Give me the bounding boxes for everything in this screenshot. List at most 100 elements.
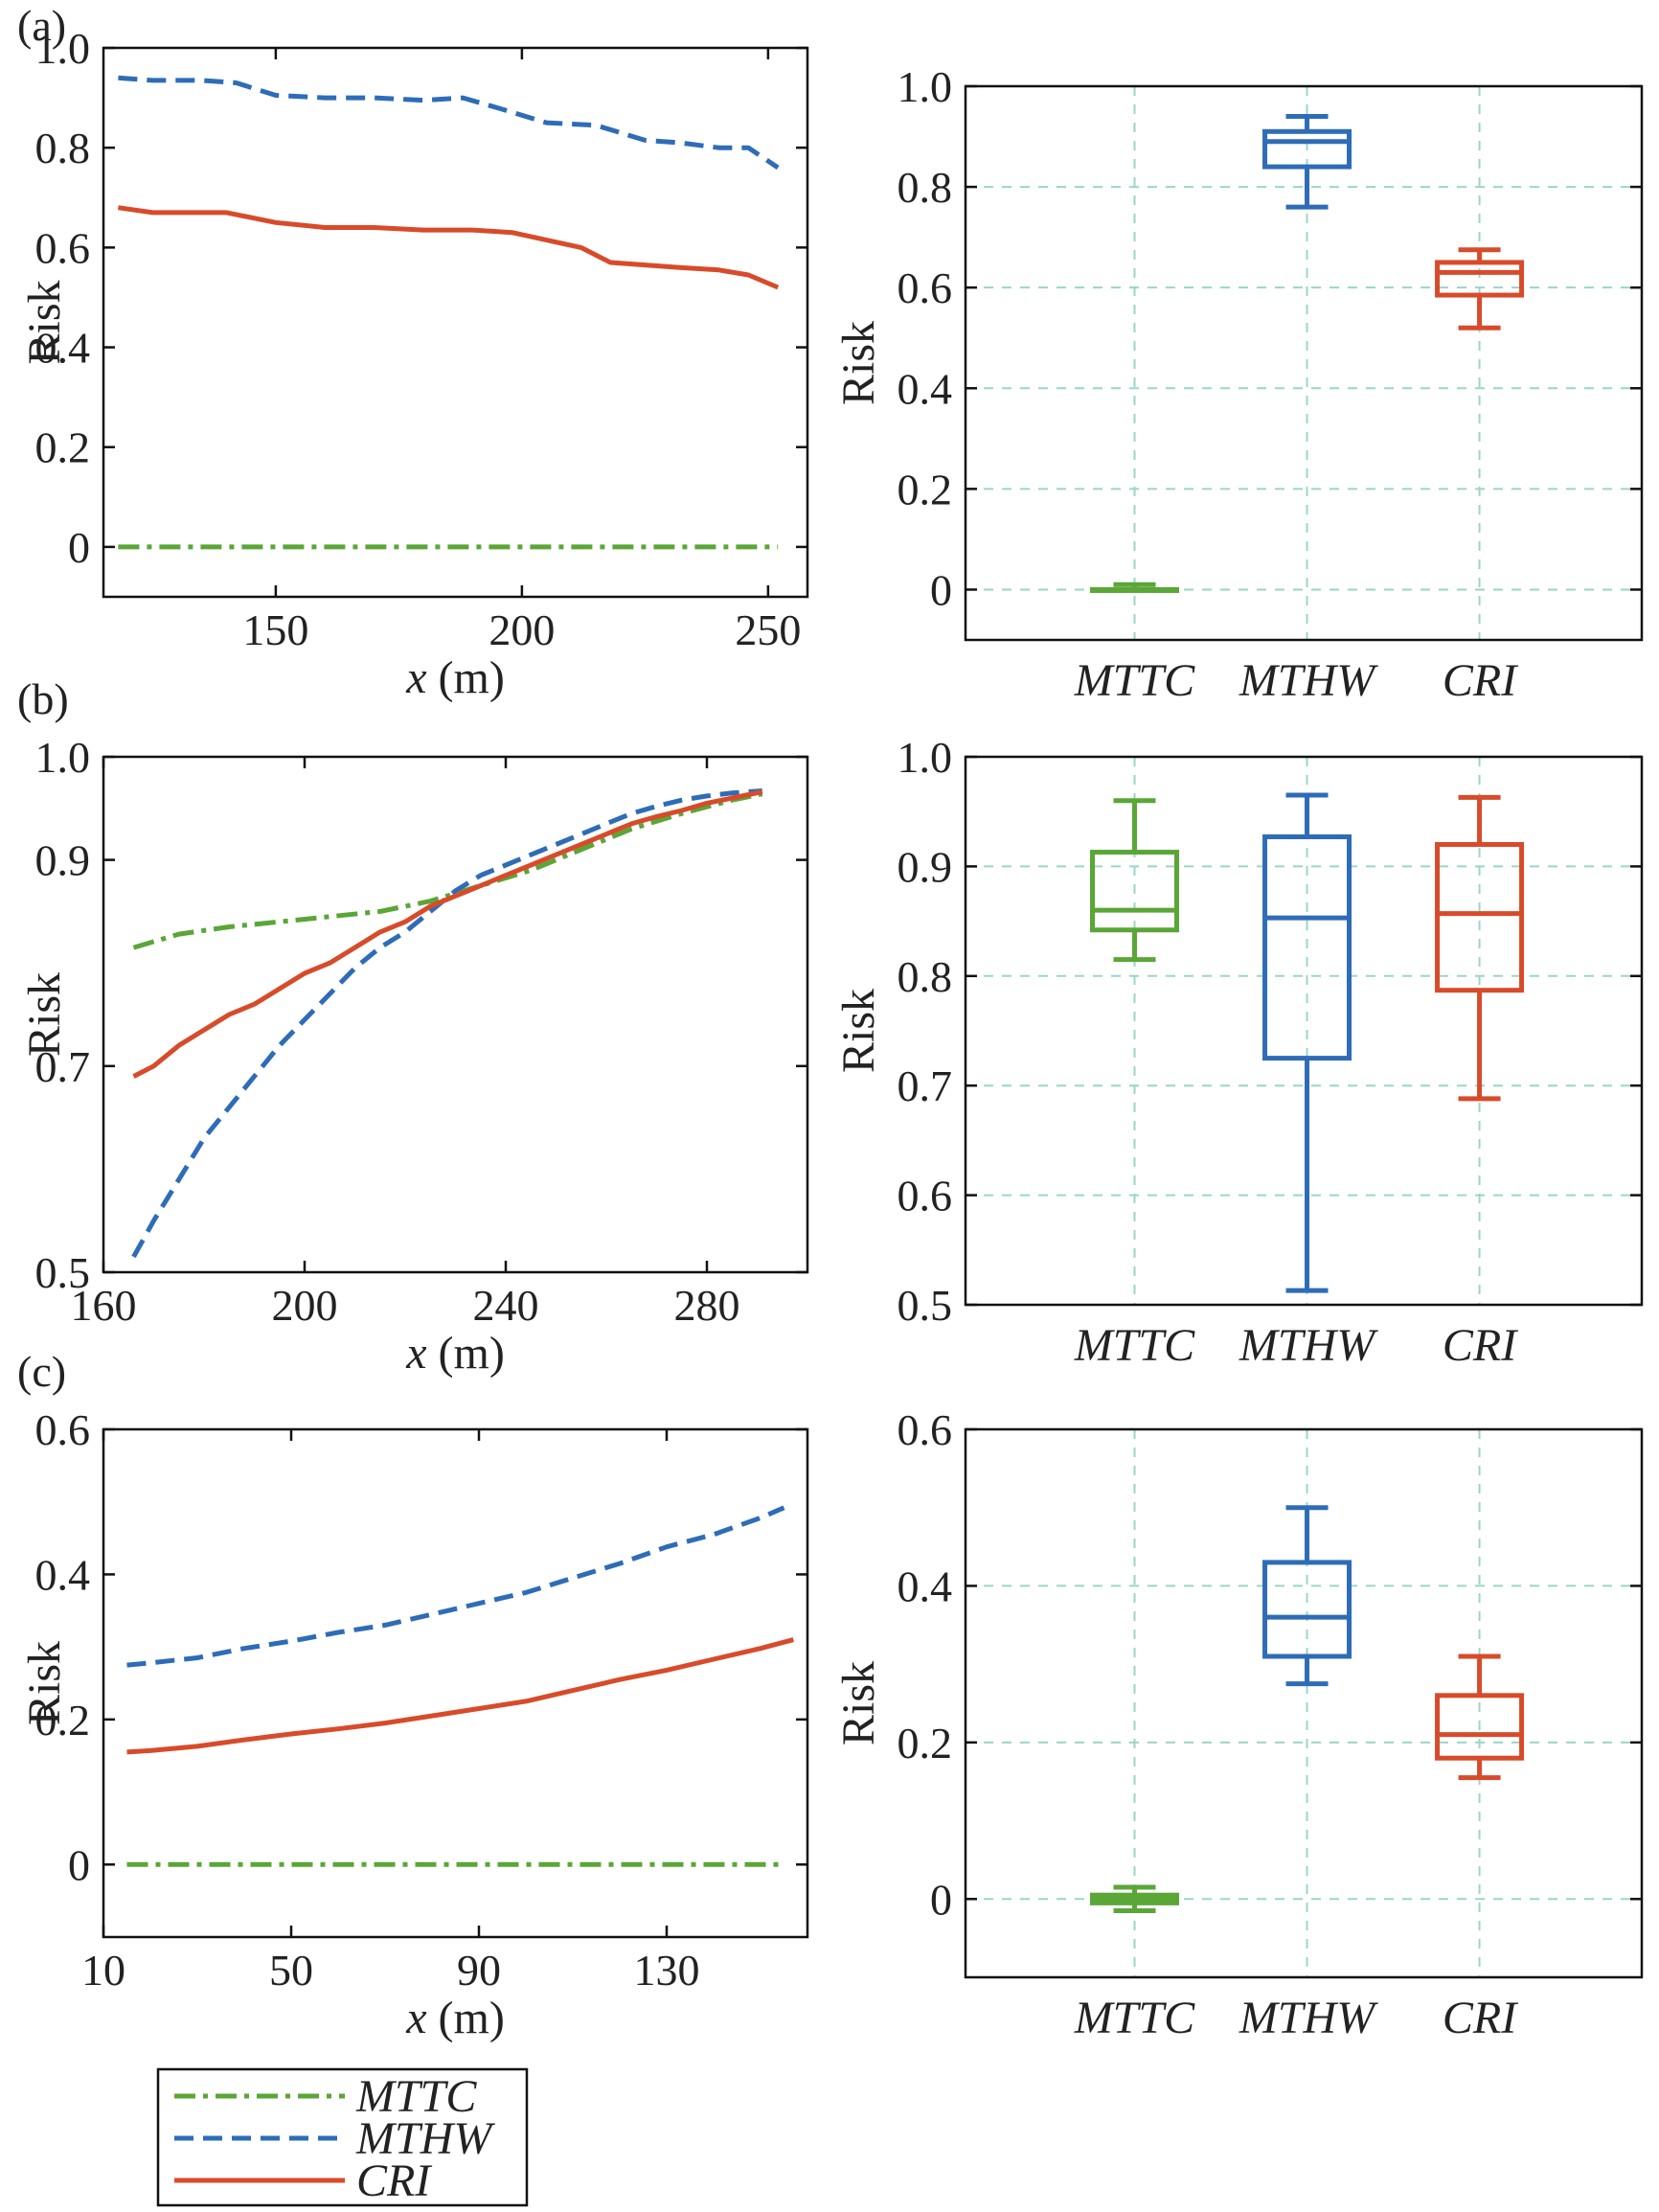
x-axis-label: x (m) [405, 1328, 505, 1379]
box-iqr [1435, 1693, 1525, 1761]
box-mthw [1262, 1505, 1352, 1687]
x-tick-label: 150 [242, 605, 308, 654]
box-iqr [1262, 1560, 1352, 1659]
axes-frame [964, 84, 1644, 642]
box-cri [1435, 1653, 1525, 1781]
x-tick-label: 10 [81, 1946, 125, 1995]
x-tick-label: 280 [674, 1281, 740, 1330]
box-iqr [1262, 128, 1352, 170]
y-tick-label: 0.4 [35, 324, 91, 373]
panel-label: (a) [17, 1, 66, 50]
y-tick-label: 0.9 [898, 842, 953, 891]
chart-b-box: 0.5 0.6 0.7 0.8 0.9 1.0 MTTC MTHW CRI Risk [833, 733, 1644, 1371]
y-tick-label: 0.7 [898, 1061, 953, 1110]
y-tick-label: 1.0 [898, 62, 953, 111]
y-axis-label: Risk [19, 280, 70, 364]
y-tick-label: 0.6 [35, 1405, 91, 1454]
legend-label-mttc: MTTC [355, 2071, 477, 2122]
box-mttc [1090, 1884, 1179, 1914]
box-mttc [1090, 582, 1179, 593]
y-tick-label: 0 [930, 565, 952, 614]
series-line-cri [118, 205, 780, 290]
series-line-cri [126, 1637, 794, 1755]
y-tick-label: 0.6 [898, 263, 953, 312]
y-axis-label: Risk [19, 972, 70, 1057]
chart-b-line: (b) 0.5 0.7 0.9 1.0 160 200 240 280 x (m) Risk [17, 674, 809, 1379]
y-tick-label: 0.8 [35, 124, 91, 172]
y-tick-label: 0.4 [898, 364, 953, 413]
y-tick-label: 0.4 [898, 1562, 953, 1610]
box-cri [1435, 247, 1525, 331]
y-tick-label: 0.5 [35, 1248, 91, 1297]
x-tick-label: 160 [71, 1281, 137, 1330]
box-mthw [1262, 114, 1352, 210]
y-tick-label: 0.5 [898, 1281, 953, 1330]
series-line-mthw [131, 788, 762, 1259]
box-iqr [1262, 834, 1352, 1061]
x-tick-label: 90 [457, 1946, 501, 1995]
chart-c-box: 0 0.2 0.4 0.6 MTTC MTHW CRI Risk [833, 1405, 1644, 2043]
y-tick-label: 0 [68, 523, 90, 572]
y-tick-label: 0.6 [898, 1405, 953, 1454]
y-tick-label: 0.8 [898, 952, 953, 1001]
box-mttc [1090, 798, 1179, 963]
y-tick-label: 0.8 [898, 163, 953, 212]
series-line-mthw [118, 75, 780, 171]
y-tick-label: 1.0 [35, 24, 91, 73]
category-label-mttc: MTTC [1074, 1320, 1195, 1371]
box-iqr [1090, 850, 1179, 933]
y-tick-label: 0.2 [898, 465, 953, 513]
y-tick-label: 0.2 [898, 1719, 953, 1767]
axes-frame [102, 1427, 809, 1939]
y-tick-label: 0.9 [35, 836, 91, 885]
series-line-mthw [126, 1505, 785, 1668]
y-tick-label: 0 [68, 1840, 90, 1889]
box-iqr [1435, 260, 1525, 298]
x-tick-label: 240 [473, 1281, 539, 1330]
y-tick-label: 0.4 [35, 1550, 91, 1599]
chart-a-line: (a) 0 0.2 0.4 0.6 0.8 1.0 150 200 250 x (m) Risk [17, 1, 809, 703]
y-tick-label: 0 [930, 1875, 952, 1924]
panel-label: (c) [17, 1347, 66, 1396]
category-label-cri: CRI [1443, 655, 1518, 706]
y-axis-label: Risk [833, 1661, 884, 1745]
x-tick-label: 130 [634, 1946, 700, 1995]
axes-frame [964, 1427, 1644, 1979]
category-label-mthw: MTHW [1239, 655, 1378, 706]
series-line-mttc [132, 791, 763, 950]
x-axis-label: x (m) [405, 1993, 505, 2043]
axes-frame [964, 755, 1644, 1307]
y-axis-label: Risk [833, 321, 884, 405]
y-tick-label: 0.2 [35, 1696, 91, 1745]
y-tick-label: 0.6 [898, 1172, 953, 1220]
legend-label-mthw: MTHW [355, 2113, 495, 2164]
y-axis-label: Risk [833, 989, 884, 1073]
series-line-cri [132, 789, 763, 1079]
box-mthw [1262, 792, 1352, 1293]
y-tick-label: 1.0 [35, 733, 91, 782]
panel-label: (b) [17, 674, 69, 723]
chart-c-line: (c) 0 0.2 0.4 0.6 10 50 90 130 x (m) Risk [17, 1347, 809, 2043]
x-tick-label: 50 [269, 1946, 313, 1995]
x-tick-label: 200 [272, 1281, 338, 1330]
category-label-cri: CRI [1443, 1320, 1518, 1371]
y-tick-label: 0.7 [35, 1042, 91, 1091]
axes-frame [102, 46, 809, 599]
category-label-mthw: MTHW [1239, 1320, 1378, 1371]
y-tick-label: 1.0 [898, 733, 953, 782]
x-tick-label: 250 [735, 605, 801, 654]
y-tick-label: 0.2 [35, 423, 91, 472]
box-cri [1435, 794, 1525, 1102]
y-axis-label: Risk [19, 1641, 70, 1725]
category-label-mttc: MTTC [1074, 1993, 1195, 2043]
legend-label-cri: CRI [356, 2155, 432, 2206]
y-tick-label: 0.6 [35, 223, 91, 272]
box-iqr [1435, 842, 1525, 993]
category-label-mthw: MTHW [1239, 1993, 1378, 2043]
chart-a-box: 0 0.2 0.4 0.6 0.8 1.0 MTTC MTHW CRI Risk [833, 62, 1644, 706]
category-label-cri: CRI [1443, 1993, 1518, 2043]
x-tick-label: 200 [489, 605, 555, 654]
axes-frame [102, 755, 809, 1274]
